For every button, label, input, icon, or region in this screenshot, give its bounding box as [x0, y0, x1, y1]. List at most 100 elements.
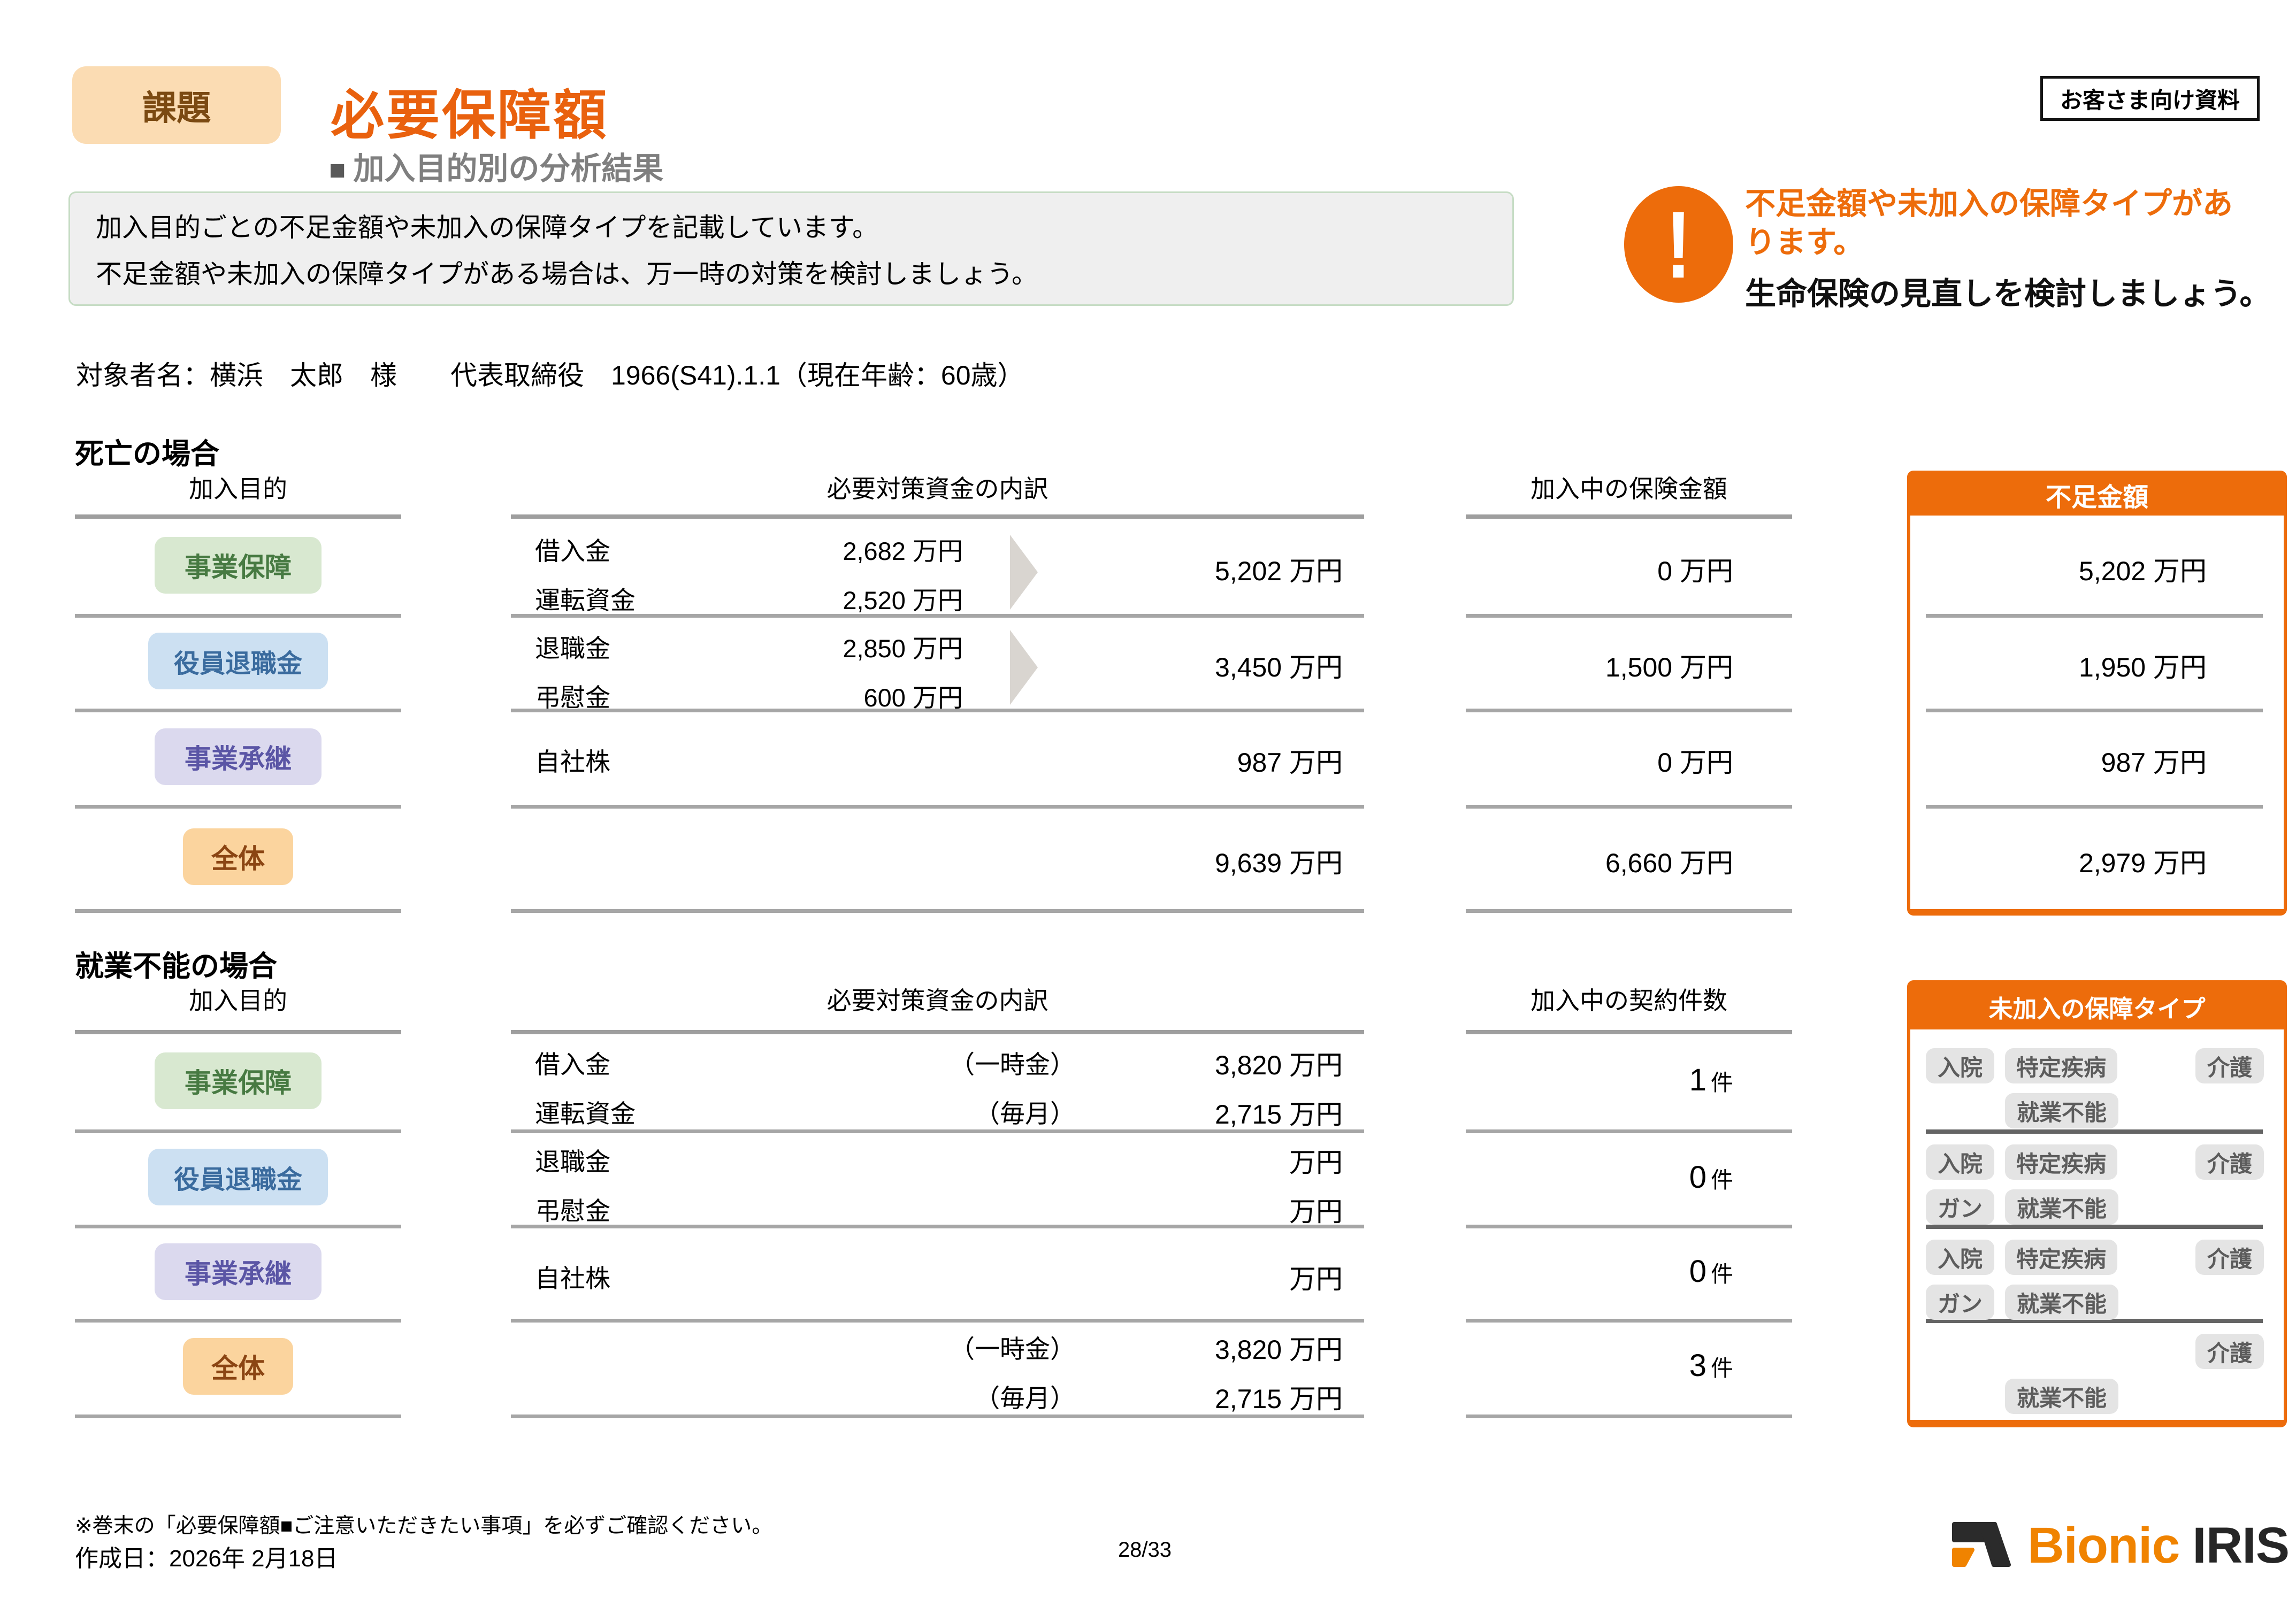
insured-amount: 0 万円 — [1657, 556, 1733, 586]
divider — [1926, 1129, 2263, 1134]
chip-nursing-care: 介護 — [2195, 1240, 2264, 1275]
divider — [75, 805, 401, 809]
divider — [1466, 1030, 1792, 1034]
disability-col-breakdown: 必要対策資金の内訳 — [826, 987, 1048, 1014]
divider — [75, 514, 401, 519]
item-qualifier: （毎月） — [975, 1384, 1075, 1412]
square-bullet-icon: ■ — [329, 155, 346, 186]
item-label: 自社株 — [535, 1264, 610, 1293]
chip-nursing-care: 介護 — [2195, 1144, 2264, 1180]
purpose-badge-succession: 事業承継 — [155, 728, 322, 785]
purpose-badge-business: 事業保障 — [155, 1052, 322, 1109]
item-label: 自社株 — [535, 748, 610, 776]
divider — [511, 1129, 1364, 1133]
chip-work-disability: 就業不能 — [2005, 1379, 2118, 1414]
item-label: 弔慰金 — [535, 1197, 610, 1225]
insured-amount: 6,660 万円 — [1605, 848, 1733, 878]
divider — [1926, 1225, 2263, 1229]
item-label: 借入金 — [535, 537, 610, 565]
divider — [1926, 805, 2263, 809]
chip-nursing-care: 介護 — [2195, 1334, 2264, 1369]
death-col-insured: 加入中の保険金額 — [1530, 475, 1727, 503]
contract-count-unit: 件 — [1710, 1356, 1733, 1381]
alert-text-block: 不足金額や未加入の保障タイプがあります。 生命保険の見直しを検討しましょう。 — [1745, 185, 2271, 313]
purpose-badge-total: 全体 — [183, 828, 293, 885]
chip-hospitalization: 入院 — [1926, 1144, 1994, 1180]
page-number: 28/33 — [1118, 1538, 1172, 1562]
intro-line-2: 不足金額や未加入の保障タイプがある場合は、万一時の対策を検討しましょう。 — [96, 260, 1038, 289]
chip-cancer: ガン — [1926, 1285, 1994, 1320]
divider — [75, 1319, 401, 1323]
arrow-right-icon — [1010, 630, 1038, 705]
chip-nursing-care: 介護 — [2195, 1048, 2264, 1083]
disability-col-uncovered: 未加入の保障タイプ — [1910, 983, 2284, 1029]
divider — [75, 1030, 401, 1034]
item-value: 3,820 万円 — [1214, 1050, 1343, 1080]
item-qualifier: （毎月） — [975, 1100, 1075, 1128]
item-value: 2,850 万円 — [843, 634, 963, 663]
item-value: 3,820 万円 — [1214, 1335, 1343, 1365]
chip-work-disability: 就業不能 — [2005, 1285, 2118, 1320]
item-label: 運転資金 — [535, 1100, 636, 1128]
divider — [1466, 614, 1792, 618]
divider — [511, 1225, 1364, 1228]
divider — [511, 614, 1364, 618]
item-value: 2,682 万円 — [843, 537, 963, 565]
company-logo — [1950, 1520, 2013, 1572]
chip-work-disability: 就業不能 — [2005, 1093, 2118, 1128]
topic-tag-badge: 課題 — [72, 66, 281, 144]
purpose-badge-total: 全体 — [183, 1338, 293, 1395]
contract-count-number: 3 — [1689, 1348, 1706, 1383]
logo-text-iris: IRIS — [2192, 1517, 2290, 1574]
contract-count-unit: 件 — [1710, 1262, 1733, 1287]
chip-work-disability: 就業不能 — [2005, 1189, 2118, 1225]
page-title: 必要保障額 — [331, 86, 609, 145]
page-subtitle-label: 加入目的別の分析結果 — [353, 151, 664, 186]
item-value: 万円 — [1289, 1264, 1343, 1294]
disability-col-purpose: 加入目的 — [189, 987, 287, 1014]
item-value: 600 万円 — [863, 683, 963, 712]
disability-col-contracts: 加入中の契約件数 — [1530, 987, 1727, 1014]
purpose-badge-succession: 事業承継 — [155, 1243, 322, 1300]
divider — [75, 1129, 401, 1133]
divider — [1466, 709, 1792, 712]
shortfall-amount: 5,202 万円 — [2078, 556, 2207, 586]
row-subtotal: 5,202 万円 — [1214, 556, 1343, 586]
alert-glyph: ! — [1666, 191, 1692, 298]
purpose-badge-retirement: 役員退職金 — [148, 1149, 328, 1205]
chip-specified-disease: 特定疾病 — [2005, 1048, 2117, 1083]
contract-count-number: 0 — [1689, 1254, 1706, 1289]
shortfall-amount: 987 万円 — [2101, 748, 2207, 778]
intro-line-1: 加入目的ごとの不足金額や未加入の保障タイプを記載しています。 — [96, 213, 879, 242]
divider — [75, 614, 401, 618]
divider — [511, 1030, 1364, 1034]
chip-hospitalization: 入院 — [1926, 1048, 1994, 1083]
company-logo-text: Bionic IRIS — [2027, 1517, 2290, 1575]
divider — [511, 1319, 1364, 1323]
divider — [1466, 1415, 1792, 1418]
item-label: 退職金 — [535, 1148, 610, 1176]
item-value: 987 万円 — [1237, 748, 1343, 778]
divider — [1466, 805, 1792, 809]
chip-hospitalization: 入院 — [1926, 1240, 1994, 1275]
logo-text-bionic: Bionic — [2027, 1517, 2180, 1574]
item-label: 運転資金 — [535, 586, 636, 614]
divider — [1466, 909, 1792, 913]
alert-message-text: 生命保険の見直しを検討しましょう。 — [1745, 276, 2271, 311]
item-value: 2,715 万円 — [1214, 1100, 1343, 1129]
item-qualifier: （一時金） — [950, 1050, 1075, 1079]
divider — [75, 1225, 401, 1228]
divider — [75, 1415, 401, 1418]
divider — [1926, 1319, 2263, 1323]
death-col-purpose: 加入目的 — [189, 475, 287, 503]
death-col-breakdown: 必要対策資金の内訳 — [826, 475, 1048, 503]
item-qualifier: （一時金） — [950, 1335, 1075, 1363]
item-label: 借入金 — [535, 1050, 610, 1079]
intro-box: 加入目的ごとの不足金額や未加入の保障タイプを記載しています。 不足金額や未加入の… — [68, 191, 1514, 306]
contract-count-unit: 件 — [1710, 1167, 1733, 1193]
purpose-badge-retirement: 役員退職金 — [148, 633, 328, 689]
divider — [511, 1415, 1364, 1418]
